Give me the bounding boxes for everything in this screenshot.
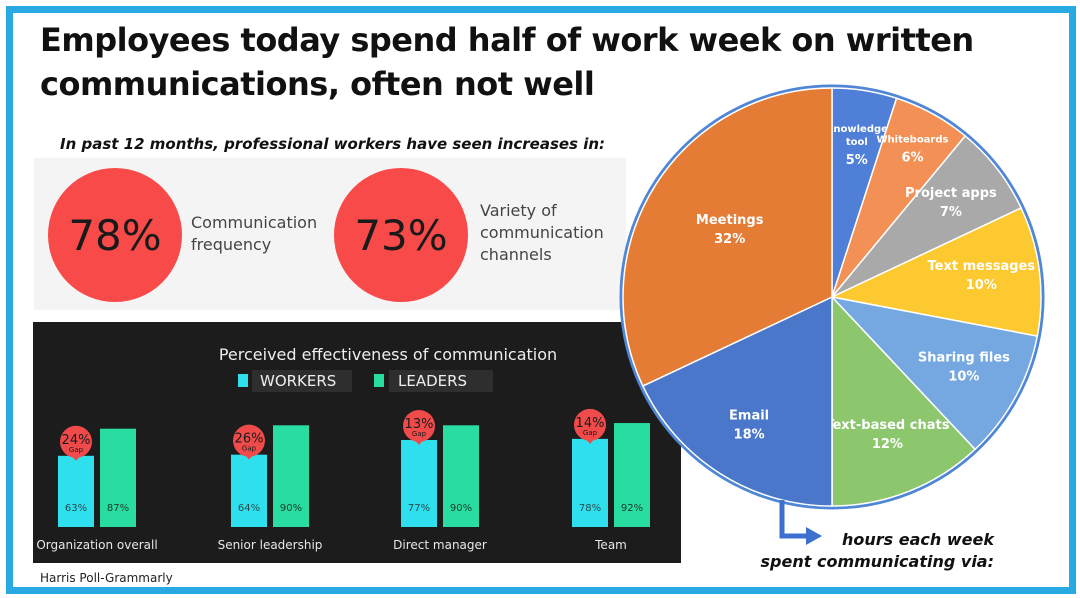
- value-label-leaders-senior-leadership: 90%: [280, 503, 302, 514]
- gap-label-organization-overall: Gap: [69, 446, 84, 454]
- gap-label-direct-manager: Gap: [412, 430, 427, 438]
- bar-workers-direct-manager: [401, 439, 437, 527]
- gap-value-organization-overall: 24%: [62, 433, 91, 448]
- stat-circle-variety: 73%: [334, 168, 468, 302]
- value-label-workers-organization-overall: 63%: [65, 503, 87, 514]
- pie-label-knowledge-tool-line-1: Knowledge: [826, 124, 889, 135]
- legend-label-leaders: LEADERS: [398, 372, 467, 390]
- pie-value-meetings: 32%: [714, 232, 745, 247]
- pie-slice-text-based-chats: [831, 295, 977, 507]
- pie-label-text-messages: Text messages: [928, 259, 1036, 274]
- gap-badge-senior-leadership: [233, 424, 265, 457]
- communication-hours-pie-chart: Knowledge tool 5% Whiteboards 6% Project apps…: [619, 84, 1045, 510]
- gap-label-team: Gap: [583, 429, 598, 437]
- pie-slice-sharing-files: [829, 295, 1039, 451]
- legend-box-workers: [252, 370, 352, 392]
- caption-arrow-icon: [779, 500, 822, 545]
- pie-label-meetings: Meetings: [696, 213, 764, 228]
- value-label-leaders-direct-manager: 90%: [450, 503, 472, 514]
- pie-value-project-apps: 7%: [940, 205, 962, 220]
- gap-value-senior-leadership: 26%: [235, 432, 264, 447]
- category-label-senior-leadership: Senior leadership: [218, 538, 323, 552]
- pie-value-sharing-files: 10%: [948, 370, 979, 385]
- legend-swatch-leaders: [374, 374, 384, 387]
- pie-caption-line-2: spent communicating via:: [760, 552, 994, 571]
- pie-outline: [619, 84, 1045, 510]
- legend-box-leaders: [389, 370, 493, 392]
- pie-label-email: Email: [729, 409, 769, 424]
- pie-value-text-messages: 10%: [966, 278, 997, 293]
- pie-label-text-based-chats: Text-based chats: [825, 418, 949, 433]
- stats-panel: 78% Communication frequency 73% Variety …: [34, 158, 626, 310]
- stat-circle-frequency: 78%: [48, 168, 182, 302]
- effectiveness-chart-title: Perceived effectiveness of communication: [219, 345, 557, 364]
- pie-value-whiteboards: 6%: [901, 151, 923, 166]
- pie-slice-text-messages: [829, 207, 1042, 338]
- pie-label-project-apps: Project apps: [905, 186, 997, 201]
- effectiveness-chart-panel: Perceived effectiveness of communication…: [33, 322, 681, 563]
- gap-badge-organization-overall: [60, 425, 92, 458]
- bar-workers-senior-leadership: [231, 454, 267, 527]
- gap-label-senior-leadership: Gap: [242, 445, 257, 453]
- bar-leaders-organization-overall: [100, 428, 136, 527]
- pie-slice-meetings: [622, 87, 833, 387]
- gap-badge-team: [574, 408, 606, 441]
- category-label-organization-overall: Organization overall: [36, 538, 157, 552]
- legend-label-workers: WORKERS: [260, 372, 336, 390]
- pie-value-email: 18%: [734, 428, 765, 443]
- bar-leaders-team: [614, 423, 650, 527]
- bar-leaders-senior-leadership: [273, 425, 309, 527]
- value-label-leaders-team: 92%: [621, 503, 643, 514]
- pie-slice-email: [641, 295, 833, 507]
- effectiveness-bar-chart: Perceived effectiveness of communication…: [36, 345, 650, 552]
- category-label-direct-manager: Direct manager: [393, 538, 487, 552]
- bar-workers-team: [572, 438, 608, 527]
- gap-badge-direct-manager: [403, 409, 435, 442]
- pie-label-knowledge-tool-line-2: tool: [846, 137, 868, 148]
- gap-value-direct-manager: 13%: [405, 417, 434, 432]
- value-label-leaders-organization-overall: 87%: [107, 503, 129, 514]
- value-label-workers-senior-leadership: 64%: [238, 503, 260, 514]
- slide-title: Employees today spend half of work week …: [40, 21, 974, 103]
- pie-value-knowledge-tool: 5%: [846, 153, 868, 168]
- stat-label-frequency: Communication frequency: [191, 213, 318, 254]
- gap-value-team: 14%: [576, 416, 605, 431]
- pie-caption: hours each week spent communicating via:: [761, 529, 994, 573]
- value-label-workers-team: 78%: [579, 503, 601, 514]
- bar-leaders-direct-manager: [443, 425, 479, 527]
- source-credit: Harris Poll-Grammarly: [40, 571, 173, 585]
- slide-frame: [6, 6, 1076, 594]
- pie-label-whiteboards: Whiteboards: [877, 135, 949, 146]
- pie-label-sharing-files: Sharing files: [918, 351, 1010, 366]
- legend-swatch-workers: [238, 374, 248, 387]
- pie-caption-line-1: hours each week: [842, 530, 994, 549]
- value-label-workers-direct-manager: 77%: [408, 503, 430, 514]
- category-label-team: Team: [594, 538, 627, 552]
- stat-label-variety: Variety of communication channels: [480, 201, 604, 264]
- pie-value-text-based-chats: 12%: [872, 437, 903, 452]
- bar-workers-organization-overall: [58, 455, 94, 527]
- stats-subtitle: In past 12 months, professional workers …: [60, 135, 606, 153]
